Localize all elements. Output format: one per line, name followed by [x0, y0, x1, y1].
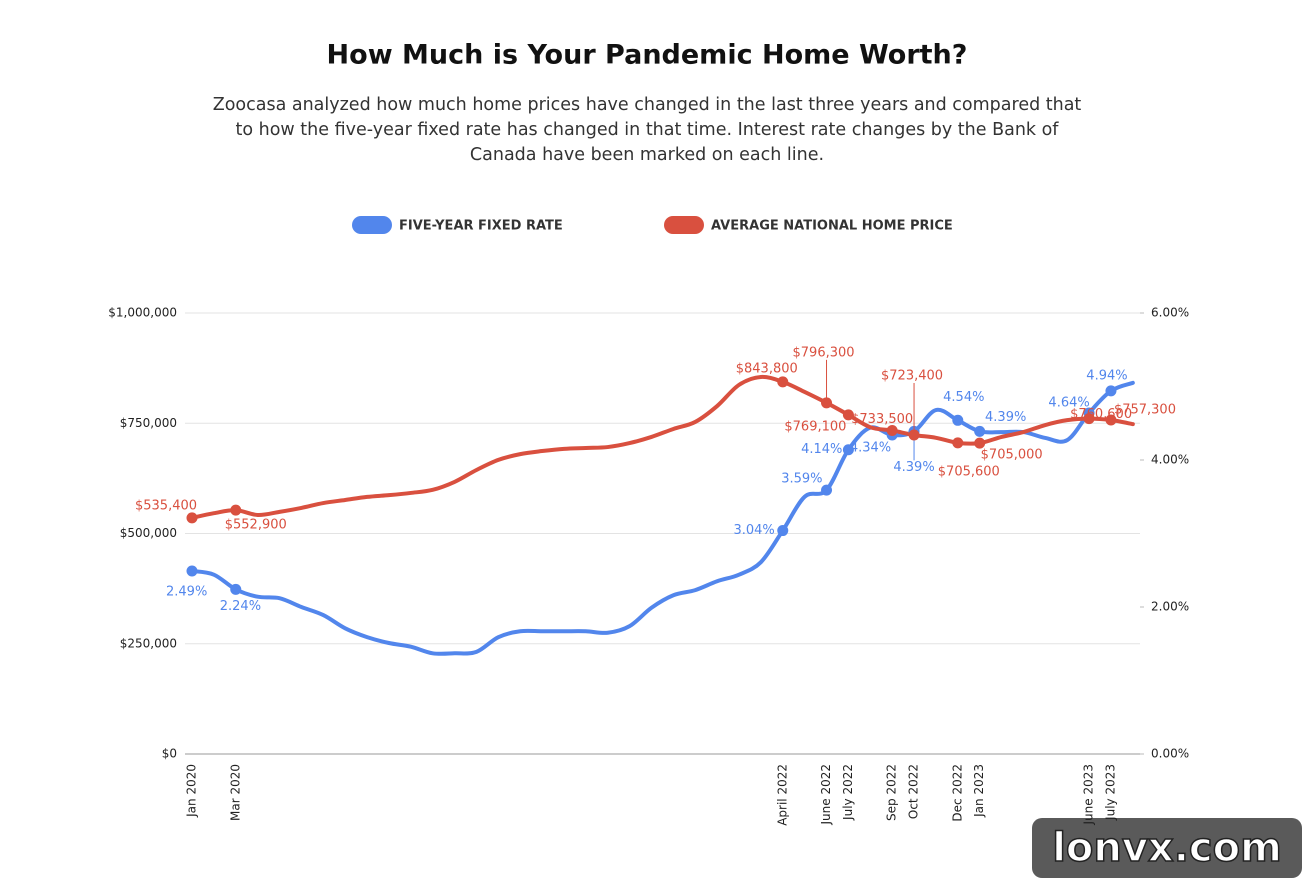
data-label: $769,100 — [784, 419, 846, 434]
data-point — [186, 512, 198, 524]
data-point — [886, 425, 898, 437]
legend-label: FIVE-YEAR FIXED RATE — [399, 219, 563, 234]
data-point — [186, 565, 198, 577]
data-label: 2.24% — [220, 599, 261, 614]
x-tick-label: June 2023 — [1082, 764, 1096, 826]
subtitle: to how the five-year fixed rate has chan… — [236, 120, 1060, 140]
x-tick-label: Mar 2020 — [228, 764, 242, 821]
subtitle: Zoocasa analyzed how much home prices ha… — [213, 95, 1082, 115]
y2-tick-label: 2.00% — [1151, 600, 1189, 614]
data-label: 3.59% — [781, 472, 822, 487]
x-tick-label: Sep 2022 — [885, 764, 899, 821]
data-label: 4.64% — [1048, 395, 1089, 410]
chart-title: How Much is Your Pandemic Home Worth? — [327, 40, 968, 71]
data-point — [821, 397, 833, 409]
data-point — [974, 437, 986, 449]
data-label: 4.39% — [893, 460, 934, 475]
y-tick-label: $750,000 — [120, 416, 177, 430]
data-point — [952, 414, 964, 426]
data-point — [777, 376, 789, 388]
data-label: $760,600 — [1070, 407, 1132, 422]
x-tick-label: July 2023 — [1103, 764, 1117, 821]
data-label: $705,000 — [981, 448, 1043, 463]
data-point — [1083, 413, 1095, 425]
data-label: $843,800 — [736, 361, 798, 376]
data-label: $552,900 — [225, 518, 287, 533]
data-label: 4.94% — [1086, 368, 1127, 383]
x-tick-label: April 2022 — [775, 764, 789, 826]
data-point — [974, 425, 986, 437]
data-point — [821, 484, 833, 496]
y-tick-label: $250,000 — [120, 636, 177, 650]
x-tick-label: Jan 2023 — [972, 764, 986, 818]
data-label: 2.49% — [166, 584, 207, 599]
data-label: $705,600 — [938, 464, 1000, 479]
y-tick-label: $500,000 — [120, 526, 177, 540]
data-label: $796,300 — [793, 345, 855, 360]
legend-swatch — [352, 216, 392, 234]
data-label: $733,500 — [851, 412, 913, 427]
x-tick-label: Jan 2020 — [185, 764, 199, 818]
subtitle: Canada have been marked on each line. — [470, 145, 824, 165]
data-label: 4.39% — [985, 410, 1026, 425]
data-point — [1105, 385, 1117, 397]
y-tick-label: $0 — [162, 747, 177, 761]
data-point — [842, 409, 854, 421]
data-point — [908, 429, 920, 441]
y-tick-label: $1,000,000 — [108, 306, 177, 320]
data-point — [842, 444, 854, 456]
data-label: 3.04% — [733, 523, 774, 538]
watermark: lonvx.com — [1052, 825, 1282, 871]
legend-label: AVERAGE NATIONAL HOME PRICE — [711, 219, 953, 234]
x-tick-label: Dec 2022 — [950, 764, 964, 822]
x-tick-label: June 2022 — [819, 764, 833, 826]
y2-tick-label: 0.00% — [1151, 747, 1189, 761]
watermark-box — [1032, 818, 1302, 878]
data-point — [1105, 414, 1117, 426]
data-label: $723,400 — [881, 368, 943, 383]
data-point — [230, 504, 242, 516]
data-label: 4.14% — [801, 442, 842, 457]
data-point — [952, 437, 964, 449]
y2-tick-label: 4.00% — [1151, 453, 1189, 467]
data-label: 4.54% — [943, 390, 984, 405]
data-point — [777, 525, 789, 537]
data-label: $757,300 — [1114, 403, 1176, 418]
data-point — [230, 583, 242, 595]
legend-swatch — [664, 216, 704, 234]
data-label: 4.34% — [850, 441, 891, 456]
data-label: $535,400 — [135, 498, 197, 513]
y2-tick-label: 6.00% — [1151, 306, 1189, 320]
x-tick-label: July 2022 — [841, 764, 855, 821]
x-tick-label: Oct 2022 — [907, 764, 921, 819]
